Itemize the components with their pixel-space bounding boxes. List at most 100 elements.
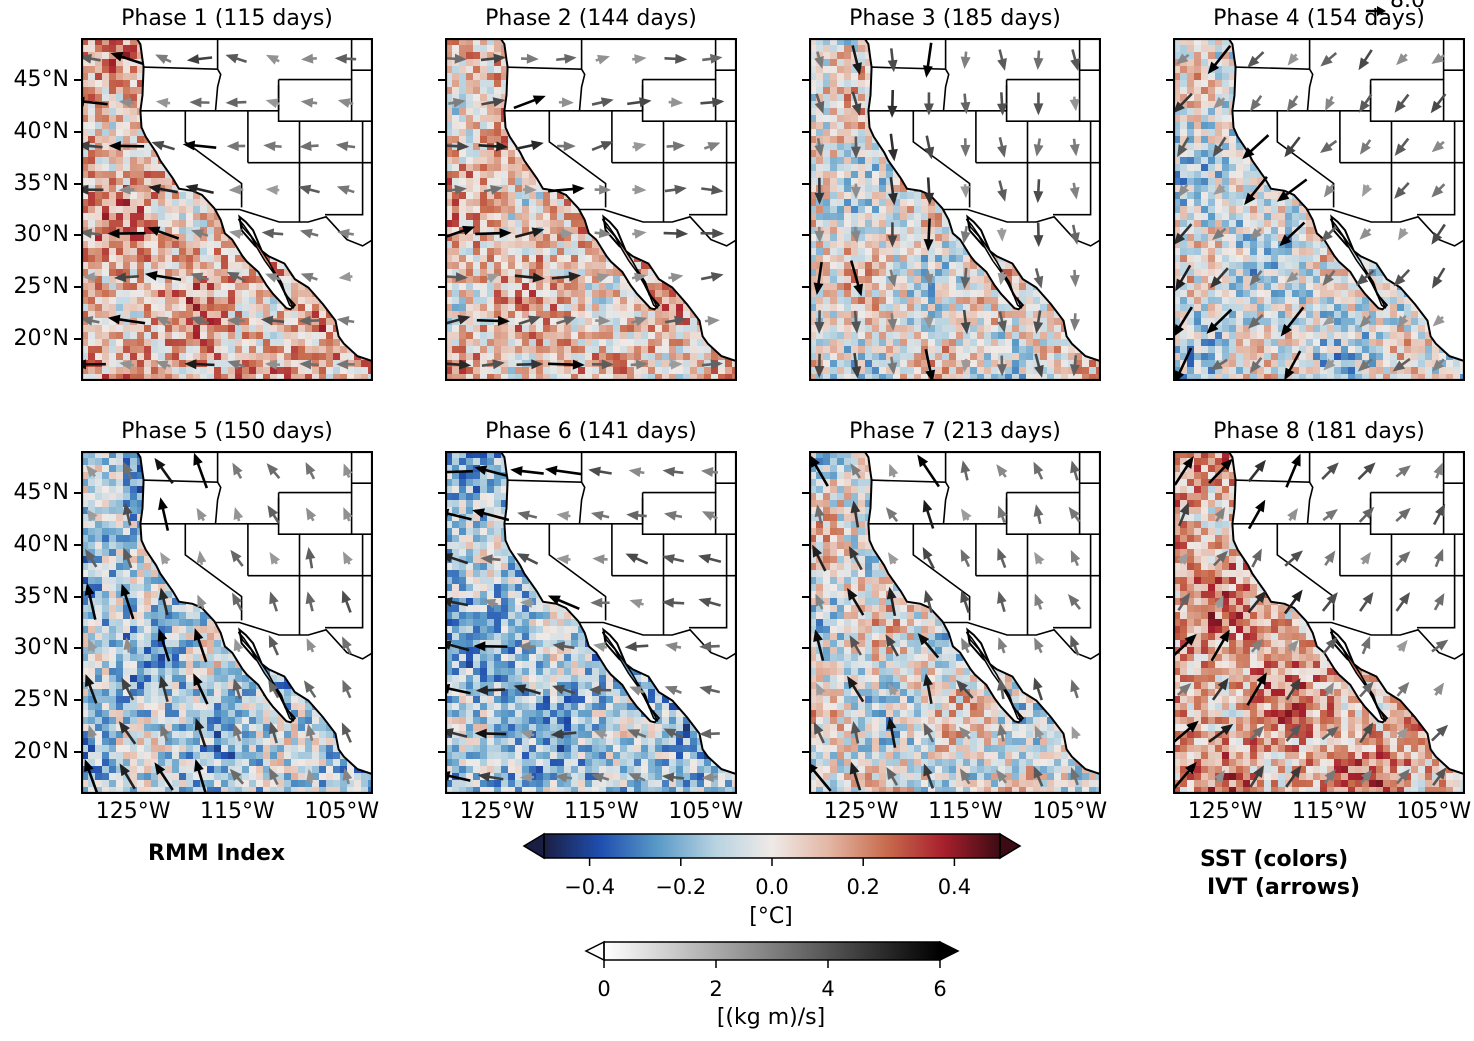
sst-colors-label: SST (colors) xyxy=(1200,847,1349,872)
state-border xyxy=(689,162,728,216)
state-border xyxy=(1234,38,1311,71)
lat-tick xyxy=(438,182,445,185)
map-panel xyxy=(81,451,373,794)
panel-title: Phase 2 (144 days) xyxy=(485,6,697,31)
panel-frame xyxy=(445,38,737,381)
map-panel xyxy=(809,38,1101,381)
lat-tick-label: 20°N xyxy=(13,326,69,352)
sst-colorbar-tick-label: 0.0 xyxy=(755,875,789,899)
lat-tick xyxy=(74,543,81,546)
state-border xyxy=(214,68,222,111)
state-border xyxy=(943,621,1101,660)
lat-tick-label: 25°N xyxy=(13,274,69,300)
lat-tick xyxy=(1166,78,1173,81)
ivt-arrows xyxy=(809,454,1082,792)
lat-tick xyxy=(1166,647,1173,650)
lat-tick xyxy=(438,338,445,341)
panel-title: Phase 4 (154 days) xyxy=(1213,6,1425,31)
lat-tick xyxy=(1166,286,1173,289)
panel-frame xyxy=(445,451,737,794)
state-border xyxy=(1306,68,1314,111)
lon-tick-label: 105°W xyxy=(1032,799,1108,824)
lon-tick-label: 125°W xyxy=(95,799,171,824)
ivt-colorbar xyxy=(584,940,960,968)
state-border xyxy=(1307,621,1465,660)
lat-tick xyxy=(438,286,445,289)
ivt-arrows xyxy=(1173,44,1447,381)
lat-tick xyxy=(802,543,809,546)
lat-tick xyxy=(802,286,809,289)
panel-frame xyxy=(1173,451,1465,794)
state-border xyxy=(942,68,950,111)
lat-tick xyxy=(802,182,809,185)
lat-tick xyxy=(438,699,445,702)
lon-tick-label: 105°W xyxy=(668,799,744,824)
state-border xyxy=(1053,575,1092,629)
reference-arrow xyxy=(1366,6,1386,16)
state-border xyxy=(506,38,583,71)
ivt-colorbar-tick-label: 2 xyxy=(709,977,723,1001)
lat-tick xyxy=(74,699,81,702)
rmm-index-label: RMM Index xyxy=(148,841,286,866)
lat-tick-label: 40°N xyxy=(13,118,69,144)
state-border xyxy=(912,110,971,208)
state-border xyxy=(325,162,364,216)
ivt-arrows xyxy=(1173,453,1449,792)
panel-frame xyxy=(81,38,373,381)
lon-tick-label: 115°W xyxy=(1292,799,1367,824)
gulf-of-california xyxy=(601,218,659,309)
lat-tick xyxy=(1166,182,1173,185)
sst-colorbar xyxy=(522,832,1022,866)
lat-tick xyxy=(802,338,809,341)
ivt-arrows xyxy=(81,52,357,370)
ivt-colorbar-tick-label: 6 xyxy=(933,977,947,1001)
lon-tick-label: 125°W xyxy=(459,799,535,824)
lat-tick-label: 20°N xyxy=(13,739,69,765)
lat-tick xyxy=(802,699,809,702)
reference-arrow-label: 8.0 xyxy=(1390,0,1425,13)
state-border xyxy=(578,481,586,524)
land-mass xyxy=(135,38,373,363)
lat-tick xyxy=(74,491,81,494)
state-border xyxy=(1417,575,1456,629)
lat-tick xyxy=(438,595,445,598)
state-border xyxy=(215,621,373,660)
lat-tick-label: 35°N xyxy=(13,170,69,196)
lat-tick xyxy=(74,751,81,754)
state-border xyxy=(215,208,373,247)
lat-tick-label: 25°N xyxy=(13,687,69,713)
lat-tick-label: 45°N xyxy=(13,66,69,92)
panel-frame xyxy=(809,451,1101,794)
lat-tick xyxy=(1166,543,1173,546)
lat-tick xyxy=(74,595,81,598)
map-panel xyxy=(1173,38,1465,381)
lat-tick xyxy=(1166,491,1173,494)
lat-tick xyxy=(1166,234,1173,237)
lat-tick xyxy=(74,78,81,81)
panel-frame xyxy=(1173,38,1465,381)
lat-tick xyxy=(1166,751,1173,754)
gulf-of-california xyxy=(965,218,1023,309)
sst-colorbar-tick-label: −0.2 xyxy=(655,875,707,899)
lat-tick xyxy=(802,751,809,754)
state-border xyxy=(578,68,586,111)
lat-tick xyxy=(438,234,445,237)
state-border xyxy=(1276,110,1335,208)
lat-tick xyxy=(802,647,809,650)
lat-tick xyxy=(802,595,809,598)
state-border xyxy=(912,523,971,621)
panel-title: Phase 5 (150 days) xyxy=(121,419,333,444)
lat-tick xyxy=(438,78,445,81)
lat-tick xyxy=(1166,130,1173,133)
map-panel xyxy=(445,451,737,794)
lat-tick xyxy=(438,491,445,494)
land-mass xyxy=(1227,451,1465,776)
lat-tick xyxy=(802,234,809,237)
lat-tick xyxy=(74,234,81,237)
ivt-colorbar-units: [(kg m)/s] xyxy=(716,1005,826,1030)
map-panel xyxy=(809,451,1101,794)
panel-title: Phase 8 (181 days) xyxy=(1213,419,1425,444)
state-border xyxy=(325,575,364,629)
ivt-colorbar-tick-label: 0 xyxy=(597,977,611,1001)
